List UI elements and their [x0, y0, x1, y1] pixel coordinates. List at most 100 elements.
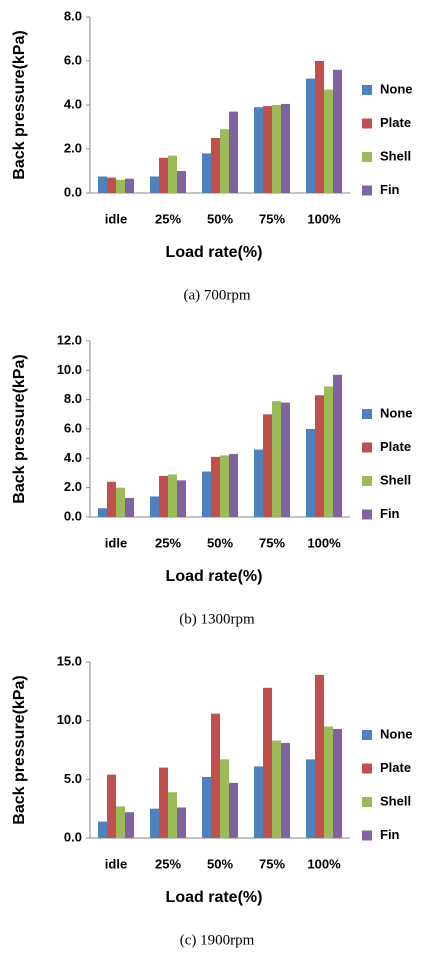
legend-label: Shell — [380, 472, 411, 487]
bar — [168, 474, 177, 517]
y-tick-label: 0.0 — [64, 184, 82, 199]
bar — [159, 157, 168, 193]
bar — [220, 129, 229, 193]
legend-label: None — [380, 726, 413, 741]
legend-label: Plate — [380, 760, 411, 775]
bar — [306, 759, 315, 838]
legend-label: Shell — [380, 793, 411, 808]
y-tick-label: 6.0 — [64, 420, 82, 435]
y-tick-label: 10.0 — [57, 362, 82, 377]
bar — [281, 402, 290, 517]
x-tick-label: 100% — [307, 856, 341, 871]
legend-label: Fin — [380, 182, 400, 197]
bar — [272, 740, 281, 838]
legend-label: None — [380, 81, 413, 96]
legend-swatch — [362, 409, 372, 419]
bar — [254, 766, 263, 838]
bar — [272, 401, 281, 517]
x-axis-title: Load rate(%) — [166, 889, 263, 906]
x-tick-label: 75% — [259, 856, 285, 871]
bar — [333, 69, 342, 193]
legend-swatch — [362, 797, 372, 807]
bar — [150, 496, 159, 517]
bar — [263, 687, 272, 838]
x-tick-label: 50% — [207, 856, 233, 871]
y-axis-title: Back pressure(kPa) — [11, 354, 28, 503]
x-axis-title: Load rate(%) — [166, 568, 263, 585]
x-tick-label: 75% — [259, 535, 285, 550]
legend-swatch — [362, 763, 372, 774]
bar — [263, 106, 272, 193]
bar — [159, 767, 168, 838]
legend-swatch — [362, 509, 372, 520]
bar — [116, 806, 125, 838]
bar — [177, 171, 186, 193]
legend-label: Plate — [380, 439, 411, 454]
bar — [281, 742, 290, 838]
bar — [315, 674, 324, 838]
bar — [202, 153, 211, 193]
y-tick-label: 4.0 — [64, 96, 82, 111]
caption: (c) 1900rpm — [180, 932, 255, 948]
bar — [150, 808, 159, 838]
bar — [324, 386, 333, 517]
x-tick-label: 100% — [307, 535, 341, 550]
bar — [229, 782, 238, 838]
legend-swatch — [362, 476, 372, 486]
bar — [324, 89, 333, 193]
x-tick-label: 75% — [259, 211, 285, 226]
x-tick-label: 100% — [307, 211, 341, 226]
legend-label: Fin — [380, 506, 400, 521]
x-tick-label: 25% — [155, 211, 181, 226]
bar — [150, 176, 159, 193]
legend-label: Plate — [380, 115, 411, 130]
legend-swatch — [362, 85, 372, 95]
y-axis-title: Back pressure(kPa) — [11, 30, 28, 179]
bar — [254, 449, 263, 517]
y-tick-label: 4.0 — [64, 450, 82, 465]
x-tick-label: idle — [105, 211, 127, 226]
x-tick-label: 50% — [207, 211, 233, 226]
legend-swatch — [362, 730, 372, 740]
bar — [177, 480, 186, 517]
bar — [220, 455, 229, 517]
bar — [306, 429, 315, 517]
y-tick-label: 2.0 — [64, 479, 82, 494]
legend-label: Fin — [380, 827, 400, 842]
y-tick-label: 10.0 — [57, 712, 82, 727]
y-axis-title: Back pressure(kPa) — [11, 675, 28, 824]
x-tick-label: 50% — [207, 535, 233, 550]
bar — [272, 105, 281, 193]
bar — [315, 61, 324, 193]
bar — [281, 103, 290, 193]
x-tick-label: idle — [105, 856, 127, 871]
legend-swatch — [362, 152, 372, 162]
y-tick-label: 15.0 — [57, 653, 82, 668]
bar — [229, 453, 238, 517]
x-axis-title: Load rate(%) — [166, 244, 263, 261]
bar — [202, 471, 211, 517]
bar — [125, 497, 134, 517]
bar — [98, 176, 107, 193]
bar — [177, 807, 186, 838]
bar — [107, 774, 116, 838]
x-tick-label: 25% — [155, 535, 181, 550]
bar — [254, 107, 263, 193]
bar — [168, 155, 177, 193]
bar — [202, 776, 211, 838]
bar — [306, 78, 315, 193]
bar — [107, 481, 116, 517]
bar — [333, 374, 342, 517]
bar — [211, 138, 220, 193]
legend-swatch — [362, 442, 372, 453]
legend-swatch — [362, 118, 372, 129]
y-tick-label: 2.0 — [64, 140, 82, 155]
x-tick-label: idle — [105, 535, 127, 550]
bar — [324, 726, 333, 838]
caption: (a) 700rpm — [183, 287, 250, 303]
bar — [98, 821, 107, 838]
bar — [211, 713, 220, 838]
legend-label: Shell — [380, 148, 411, 163]
